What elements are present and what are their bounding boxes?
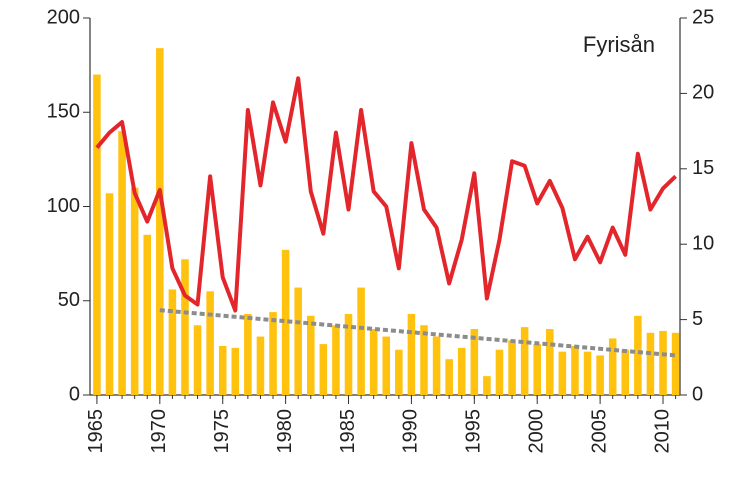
bar	[382, 336, 391, 395]
y2-tick-label: 15	[692, 157, 714, 179]
y2-tick-label: 0	[692, 383, 703, 405]
bar	[357, 287, 365, 395]
bar	[659, 330, 667, 395]
bar	[319, 344, 328, 395]
bar	[244, 313, 252, 395]
bar	[520, 327, 529, 395]
bar	[181, 259, 189, 395]
bar	[470, 329, 479, 395]
trend-line	[159, 308, 676, 358]
bar	[596, 355, 604, 395]
bar	[407, 313, 416, 395]
bar	[206, 291, 214, 395]
bar	[231, 347, 240, 395]
bar	[344, 313, 353, 395]
bar	[546, 329, 554, 395]
y-tick-label: 50	[58, 289, 80, 311]
bar	[634, 315, 642, 395]
y-tick-label: 200	[47, 6, 80, 28]
y-tick-label: 150	[47, 101, 80, 123]
y2-tick-label: 20	[692, 82, 714, 104]
x-tick-label: 1965	[85, 409, 107, 454]
line	[95, 76, 677, 313]
bar	[307, 315, 315, 395]
bar	[130, 187, 139, 395]
bar	[118, 131, 126, 395]
x-tick-label: 1995	[463, 409, 485, 454]
bar	[571, 345, 579, 395]
bar	[281, 249, 290, 395]
bar	[508, 340, 516, 395]
annotation: Fyrisån	[583, 32, 655, 57]
bar	[332, 325, 340, 395]
bar	[105, 193, 114, 395]
bar	[495, 349, 504, 395]
bar	[395, 349, 403, 395]
bar	[671, 332, 680, 395]
bar	[457, 347, 466, 395]
bar	[483, 376, 491, 395]
y-tick-label: 100	[47, 195, 80, 217]
x-tick-label: 2005	[588, 409, 610, 454]
x-tick-label: 1980	[274, 409, 296, 454]
bar	[608, 338, 617, 395]
bar	[533, 344, 541, 395]
bar	[168, 289, 177, 395]
x-tick-label: 2010	[651, 409, 673, 454]
bar	[143, 234, 152, 395]
bar	[269, 312, 277, 395]
bar	[621, 349, 630, 395]
bar	[193, 325, 202, 395]
bar	[646, 332, 655, 395]
x-tick-label: 2000	[525, 409, 547, 454]
bar	[218, 345, 227, 395]
bar	[256, 336, 265, 395]
y2-tick-label: 10	[692, 232, 714, 254]
bar	[432, 336, 441, 395]
bar	[558, 351, 567, 395]
bar	[369, 329, 378, 395]
bar	[445, 359, 453, 395]
y2-tick-label: 25	[692, 6, 714, 28]
bar	[583, 351, 592, 395]
y-tick-label: 0	[69, 383, 80, 405]
x-tick-label: 1990	[400, 409, 422, 454]
bar	[93, 74, 101, 396]
bar	[294, 287, 302, 395]
x-tick-label: 1975	[211, 409, 233, 454]
bar	[420, 325, 428, 395]
x-tick-label: 1985	[337, 409, 359, 454]
y2-tick-label: 5	[692, 308, 703, 330]
x-tick-label: 1970	[148, 409, 170, 454]
bar	[156, 48, 164, 395]
